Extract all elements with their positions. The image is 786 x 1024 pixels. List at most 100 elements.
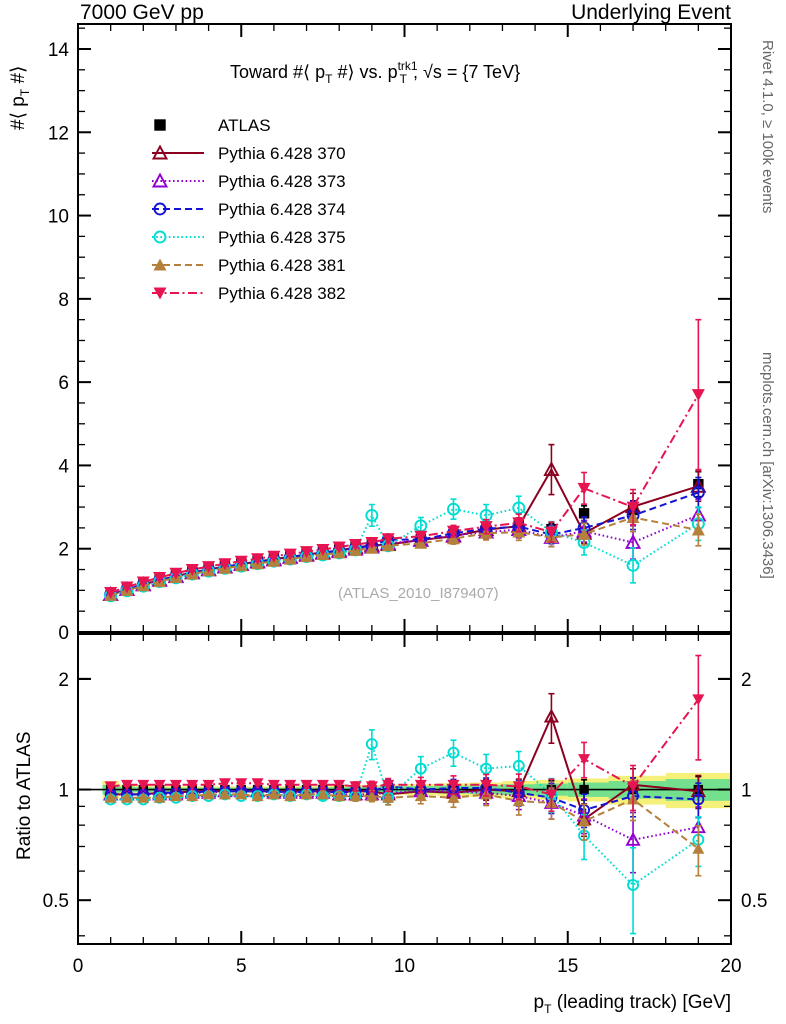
series-line — [110, 394, 700, 594]
data-marker — [154, 119, 166, 131]
ratio-y-tick-label-right: 2 — [741, 670, 752, 691]
data-marker — [543, 461, 560, 477]
legend-entry-pythia-373[interactable]: Pythia 6.428 373 — [151, 172, 346, 191]
data-marker — [120, 581, 134, 594]
header-left: 7000 GeV pp — [80, 1, 204, 24]
data-marker — [545, 789, 558, 801]
data-marker — [186, 790, 199, 802]
data-marker — [579, 784, 589, 795]
x-tick-label: 10 — [394, 956, 415, 977]
legend-entry-pythia-375[interactable]: Pythia 6.428 375 — [152, 228, 346, 247]
data-marker — [202, 779, 215, 791]
data-marker — [120, 779, 133, 791]
ratio-axes-layer: 0.5 0.51 12 20 5 10 15 20 — [43, 633, 767, 977]
series-pythia-6-428-381 — [104, 780, 705, 877]
data-marker — [627, 879, 639, 891]
data-marker — [136, 576, 150, 589]
data-marker — [151, 144, 169, 160]
data-marker — [447, 791, 460, 803]
ratio-y-tick-label-right: 1 — [741, 781, 752, 802]
data-marker — [300, 546, 314, 559]
legend-entry-pythia-381[interactable]: Pythia 6.428 381 — [152, 256, 346, 275]
data-marker — [578, 508, 590, 519]
data-marker — [692, 842, 705, 854]
header-right: Underlying Event — [571, 1, 731, 24]
legend-label: Pythia 6.428 373 — [218, 172, 346, 191]
data-marker — [153, 779, 166, 791]
legend-entry-pythia-374[interactable]: Pythia 6.428 374 — [152, 200, 346, 219]
series-pythia-6-428-382 — [104, 654, 705, 813]
legend-label: Pythia 6.428 374 — [218, 200, 346, 219]
title-trk1: trk1 — [398, 59, 418, 73]
data-marker — [283, 548, 297, 561]
y-tick-label: 4 — [58, 456, 69, 477]
plot-title: Toward #⟨ pT #⟩ vs. ptrk1 T, √s = {7 TeV} — [230, 59, 520, 86]
y-tick-label: 6 — [58, 373, 69, 394]
data-marker — [104, 791, 117, 803]
data-marker — [414, 762, 427, 775]
title-p: p — [315, 62, 325, 82]
legend-label: Pythia 6.428 370 — [218, 144, 346, 163]
ylab-p: p — [8, 96, 29, 107]
data-marker — [381, 533, 395, 546]
y-tick-label: 2 — [58, 540, 69, 561]
title-tsub: T — [325, 72, 333, 86]
data-marker — [153, 571, 167, 584]
data-marker — [316, 779, 329, 791]
side-label-rivet: Rivet 4.1.0, ≥ 100k events — [759, 40, 776, 213]
data-marker — [300, 788, 313, 800]
svg-text:#⟨ pT #⟩: #⟨ pT #⟩ — [8, 66, 32, 130]
data-marker — [447, 502, 460, 516]
title-bra: ⟨ — [303, 62, 310, 82]
xlab-main: p — [534, 992, 545, 1013]
main-axes-layer: 0 2 4 6 8 10 12 14 — [48, 23, 732, 644]
data-marker — [202, 788, 215, 800]
ratio-y-tick-label-left: 1 — [58, 781, 69, 802]
y-tick-label: 8 — [58, 290, 69, 311]
data-marker — [186, 779, 199, 791]
legend-label: ATLAS — [218, 116, 271, 135]
legend-label: Pythia 6.428 381 — [218, 256, 346, 275]
title-vs: vs. — [360, 62, 383, 82]
data-marker — [169, 567, 183, 580]
data-marker — [235, 788, 248, 800]
data-marker — [316, 788, 329, 800]
data-marker — [365, 781, 378, 793]
data-marker — [333, 779, 346, 791]
data-marker — [300, 779, 313, 791]
data-marker — [512, 759, 525, 772]
data-marker — [251, 790, 264, 802]
ratio-panel: 0.5 0.51 12 20 5 10 15 20 Ratio to ATLAS — [14, 633, 767, 977]
title-comma: , — [413, 62, 418, 82]
data-marker — [104, 781, 117, 793]
data-marker — [169, 779, 182, 791]
legend-entry-atlas[interactable]: ATLAS — [154, 116, 271, 135]
x-tick-label: 20 — [720, 956, 741, 977]
data-marker — [218, 558, 232, 571]
data-marker — [627, 781, 640, 793]
x-tick-label: 15 — [557, 956, 578, 977]
data-marker — [365, 790, 378, 802]
data-marker — [349, 539, 363, 552]
title-part2: # — [337, 62, 347, 82]
data-marker — [235, 778, 248, 790]
main-series-layer — [102, 318, 707, 603]
title-p2: p — [388, 62, 398, 82]
data-marker — [692, 694, 705, 706]
ratio-y-tick-label-left: 2 — [58, 670, 69, 691]
data-marker — [447, 779, 460, 791]
legend-entry-pythia-382[interactable]: Pythia 6.428 382 — [152, 284, 346, 303]
xlab-rest: (leading track) [GeV] — [551, 992, 731, 1013]
data-marker — [153, 202, 167, 216]
legend-entry-pythia-370[interactable]: Pythia 6.428 370 — [151, 144, 346, 163]
data-marker — [153, 791, 166, 803]
data-marker — [691, 523, 705, 536]
data-marker — [577, 482, 591, 495]
data-marker — [284, 779, 297, 791]
data-marker — [333, 790, 346, 802]
data-marker — [480, 779, 493, 791]
data-marker — [447, 746, 460, 759]
ylab-a: # — [8, 119, 29, 130]
